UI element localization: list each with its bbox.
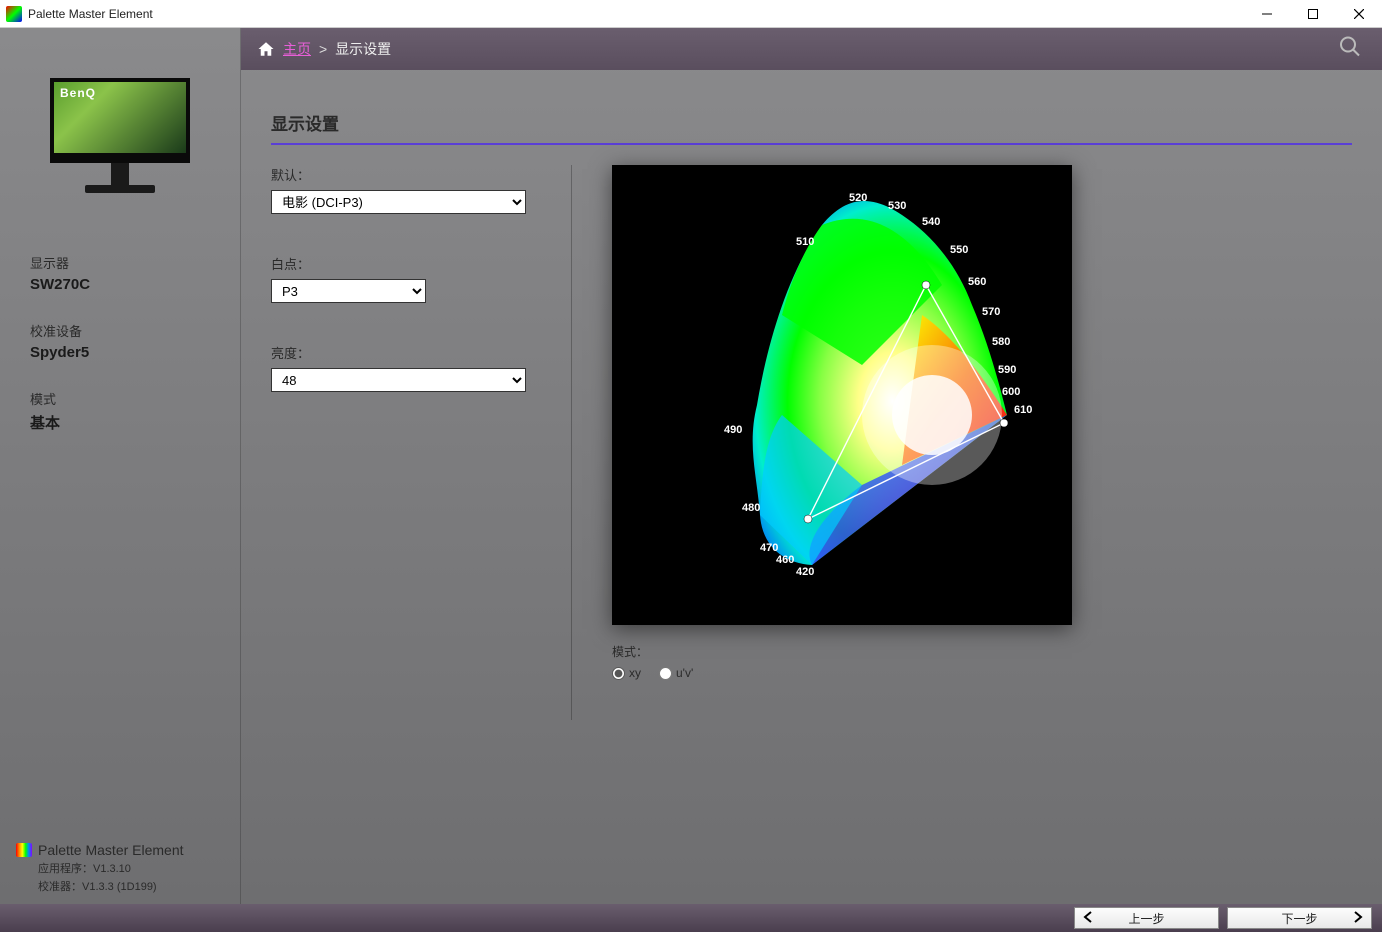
svg-text:550: 550 bbox=[950, 244, 968, 256]
search-icon[interactable] bbox=[1338, 35, 1362, 64]
info-calibrator: 校准设备 Spyder5 bbox=[30, 321, 210, 361]
calibrator-version: 校准器：V1.3.3 (1D199) bbox=[38, 878, 224, 894]
mode-value: 基本 bbox=[30, 412, 210, 433]
whitepoint-select[interactable]: P3 bbox=[271, 279, 426, 303]
svg-text:420: 420 bbox=[796, 566, 814, 578]
footer-bar: 上一步 下一步 bbox=[0, 904, 1382, 932]
titlebar: Palette Master Element bbox=[0, 0, 1382, 28]
sidebar-footer: Palette Master Element 应用程序：V1.3.10 校准器：… bbox=[0, 832, 240, 904]
radio-uv[interactable]: u'v' bbox=[659, 666, 693, 680]
brand-icon bbox=[16, 843, 32, 857]
info-mode: 模式 基本 bbox=[30, 389, 210, 433]
svg-text:460: 460 bbox=[776, 554, 794, 566]
svg-text:610: 610 bbox=[1014, 404, 1032, 416]
svg-text:520: 520 bbox=[849, 192, 867, 204]
chevron-left-icon bbox=[1083, 911, 1093, 926]
app-version: 应用程序：V1.3.10 bbox=[38, 860, 224, 876]
cie-chromaticity-diagram: 520 530 540 510 550 560 570 580 590 600 490 610 480 4… bbox=[612, 165, 1072, 625]
preset-label: 默认： bbox=[271, 165, 531, 184]
mode-label: 模式 bbox=[30, 389, 210, 408]
maximize-button[interactable] bbox=[1290, 0, 1336, 28]
next-button[interactable]: 下一步 bbox=[1227, 907, 1372, 929]
calibrator-label: 校准设备 bbox=[30, 321, 210, 340]
chart-mode-label: 模式： bbox=[612, 643, 1352, 660]
whitepoint-label: 白点： bbox=[271, 254, 531, 273]
window-title: Palette Master Element bbox=[28, 7, 153, 21]
window-controls bbox=[1244, 0, 1382, 28]
app-icon bbox=[6, 6, 22, 22]
preset-select[interactable]: 电影 (DCI-P3) bbox=[271, 190, 526, 214]
svg-text:560: 560 bbox=[968, 276, 986, 288]
main-panel: 主页 > 显示设置 显示设置 默认： 电影 (DCI-P3) 白点： bbox=[240, 28, 1382, 904]
breadcrumb-home-link[interactable]: 主页 bbox=[283, 39, 311, 59]
sidebar: BenQ 显示器 SW270C 校准设备 Spyder5 模式 基本 Palet… bbox=[0, 28, 240, 904]
breadcrumb-separator: > bbox=[319, 41, 327, 57]
breadcrumb-current: 显示设置 bbox=[335, 39, 391, 59]
home-icon[interactable] bbox=[257, 40, 275, 58]
svg-text:510: 510 bbox=[796, 236, 814, 248]
breadcrumb-bar: 主页 > 显示设置 bbox=[241, 28, 1382, 70]
monitor-brand-logo: BenQ bbox=[60, 86, 96, 100]
radio-xy[interactable]: xy bbox=[612, 666, 641, 680]
section-title: 显示设置 bbox=[271, 110, 1352, 145]
svg-text:490: 490 bbox=[724, 424, 742, 436]
svg-text:540: 540 bbox=[922, 216, 940, 228]
monitor-illustration: BenQ bbox=[45, 78, 195, 193]
footer-brand: Palette Master Element bbox=[38, 842, 184, 858]
svg-text:580: 580 bbox=[992, 336, 1010, 348]
display-value: SW270C bbox=[30, 276, 210, 293]
chevron-right-icon bbox=[1353, 911, 1363, 926]
svg-text:530: 530 bbox=[888, 200, 906, 212]
svg-text:570: 570 bbox=[982, 306, 1000, 318]
prev-button[interactable]: 上一步 bbox=[1074, 907, 1219, 929]
info-display: 显示器 SW270C bbox=[30, 253, 210, 293]
svg-text:480: 480 bbox=[742, 502, 760, 514]
display-label: 显示器 bbox=[30, 253, 210, 272]
minimize-button[interactable] bbox=[1244, 0, 1290, 28]
calibrator-value: Spyder5 bbox=[30, 344, 210, 361]
svg-text:590: 590 bbox=[998, 364, 1016, 376]
chart-mode-group: 模式： xy u'v' bbox=[612, 643, 1352, 680]
brightness-label: 亮度： bbox=[271, 343, 531, 362]
close-button[interactable] bbox=[1336, 0, 1382, 28]
svg-text:600: 600 bbox=[1002, 386, 1020, 398]
brightness-select[interactable]: 48 bbox=[271, 368, 526, 392]
svg-text:470: 470 bbox=[760, 542, 778, 554]
